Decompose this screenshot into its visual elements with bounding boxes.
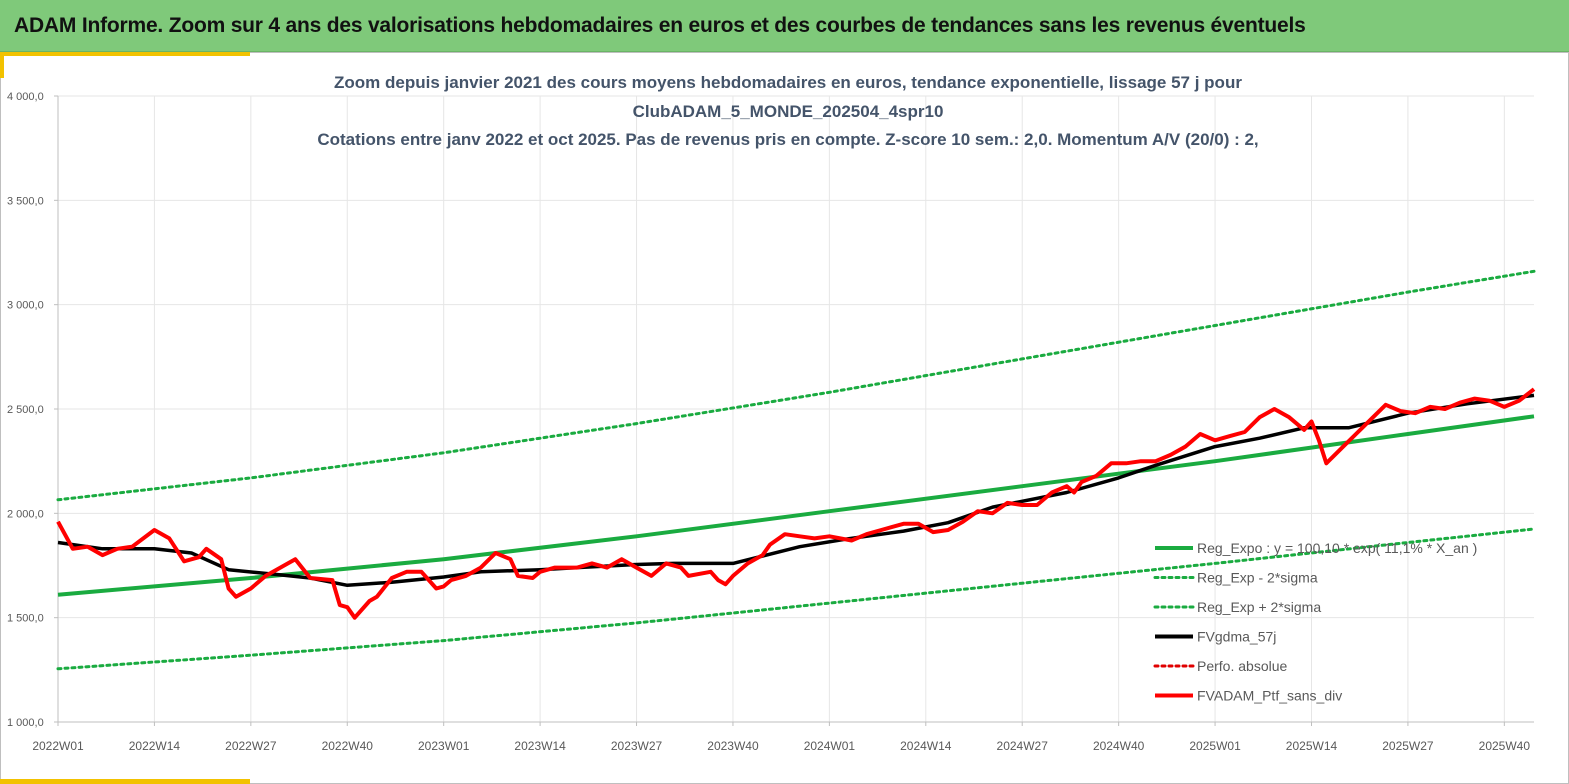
x-tick-label: 2022W01 bbox=[32, 739, 84, 753]
x-tick-label: 2023W01 bbox=[418, 739, 470, 753]
x-tick-label: 2022W40 bbox=[322, 739, 374, 753]
x-tick-label: 2024W14 bbox=[900, 739, 952, 753]
series-line bbox=[56, 387, 1536, 620]
x-tick-label: 2024W01 bbox=[804, 739, 856, 753]
x-tick-label: 2025W01 bbox=[1189, 739, 1241, 753]
x-tick-label: 2024W27 bbox=[997, 739, 1049, 753]
gridlines bbox=[57, 95, 1534, 722]
y-tick-label: 4 000,0 bbox=[7, 91, 44, 103]
chart-title-line: Cotations entre janv 2022 et oct 2025. P… bbox=[317, 130, 1258, 149]
series-line bbox=[56, 269, 1536, 502]
legend-label: FVADAM_Ptf_sans_div bbox=[1197, 688, 1342, 704]
legend-label: Reg_Expo : y = 100,10 * exp( 11,1% * X_a… bbox=[1197, 540, 1477, 556]
chart-title-line: ClubADAM_5_MONDE_202504_4spr10 bbox=[633, 102, 944, 121]
x-tick-label: 2025W14 bbox=[1286, 739, 1338, 753]
series-line bbox=[56, 527, 1536, 671]
x-tick-label: 2025W27 bbox=[1382, 739, 1434, 753]
legend-label: Reg_Exp - 2*sigma bbox=[1197, 570, 1318, 586]
y-tick-label: 1 500,0 bbox=[7, 613, 44, 625]
accent-bar-bottom bbox=[0, 779, 250, 784]
series-lines bbox=[56, 269, 1536, 671]
y-tick-label: 1 000,0 bbox=[7, 717, 44, 729]
series-line bbox=[57, 414, 1535, 597]
y-axis: 1 000,0 1 500,0 2 000,0 2 500,0 3 000,0 3 500… bbox=[7, 91, 59, 729]
x-axis: 2022W01 2022W14 2022W27 2022W40 2023W01 2023W… bbox=[32, 721, 1534, 753]
accent-bar-top bbox=[0, 52, 250, 56]
legend-label: FVgdma_57j bbox=[1197, 629, 1276, 645]
x-tick-label: 2023W40 bbox=[707, 739, 759, 753]
legend-label: Reg_Exp + 2*sigma bbox=[1197, 599, 1321, 615]
x-tick-label: 2025W40 bbox=[1479, 739, 1531, 753]
y-tick-label: 3 000,0 bbox=[7, 300, 44, 312]
series-line bbox=[57, 393, 1535, 588]
chart-title: Zoom depuis janvier 2021 des cours moyen… bbox=[317, 73, 1258, 149]
accent-bar-left bbox=[0, 52, 4, 78]
legend-label: Perfo. absolue bbox=[1197, 658, 1287, 674]
y-tick-label: 3 500,0 bbox=[7, 195, 44, 207]
report-title: ADAM Informe. Zoom sur 4 ans des valoris… bbox=[14, 14, 1306, 37]
y-tick-label: 2 000,0 bbox=[7, 508, 44, 520]
x-tick-label: 2023W27 bbox=[611, 739, 663, 753]
chart-title-line: Zoom depuis janvier 2021 des cours moyen… bbox=[334, 73, 1242, 92]
report-banner: ADAM Informe. Zoom sur 4 ans des valoris… bbox=[0, 0, 1569, 52]
x-tick-label: 2023W14 bbox=[514, 739, 566, 753]
x-tick-label: 2022W27 bbox=[225, 739, 277, 753]
y-tick-label: 2 500,0 bbox=[7, 404, 44, 416]
x-tick-label: 2024W40 bbox=[1093, 739, 1145, 753]
legend: Reg_Expo : y = 100,10 * exp( 11,1% * X_a… bbox=[1153, 540, 1477, 704]
x-tick-label: 2022W14 bbox=[129, 739, 181, 753]
